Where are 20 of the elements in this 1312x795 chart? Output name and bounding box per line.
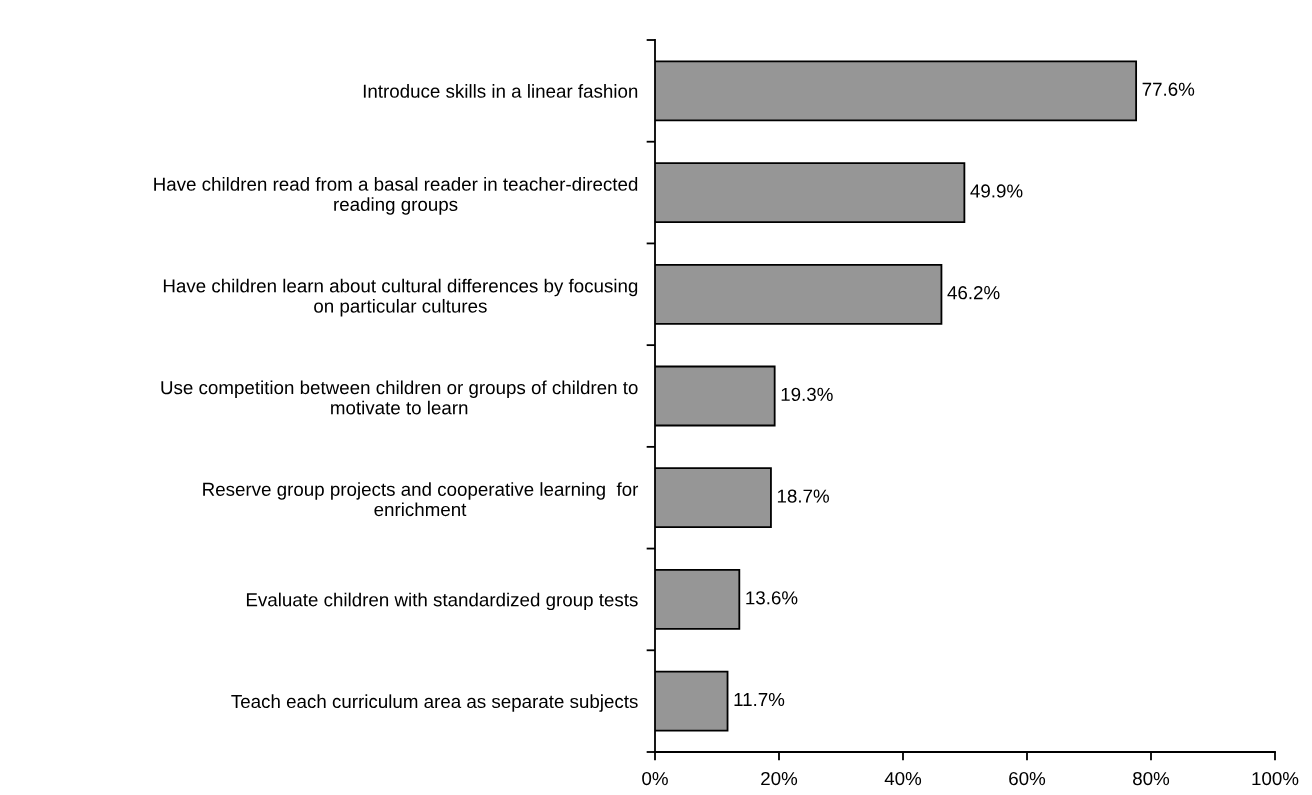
y-tick-label: Introduce skills in a linear fashion [363, 84, 638, 98]
data-label: 77.6% [1142, 82, 1195, 96]
y-tick-label: Evaluate children with standardized group tests [246, 592, 638, 611]
y-tick-label: Reserve group projects and cooperative learning for enrichment [203, 482, 639, 517]
y-tick-label: Use competition between children or groups of children to motivate to learn [161, 380, 638, 415]
y-tick-label: Teach each curriculum area as separate subjects [231, 694, 638, 712]
data-label: 18.7% [777, 489, 829, 503]
y-tick-label: Have children read from a basal reader in teacher-directed reading groups [154, 177, 638, 215]
x-tick-label: 60% [1009, 771, 1046, 786]
data-label: 49.9% [970, 184, 1023, 198]
data-label: 46.2% [947, 286, 1000, 300]
x-tick-label: 20% [761, 771, 798, 786]
data-label: 19.3% [781, 387, 833, 402]
data-label: 13.6% [746, 591, 798, 605]
x-tick-label: 0% [642, 771, 668, 786]
x-tick-label: 40% [884, 771, 922, 786]
y-tick-label: Have children learn about cultural differences by focusing on particular cultures [163, 278, 638, 317]
data-label: 11.7% [734, 692, 785, 707]
x-tick-label: 80% [1133, 771, 1170, 786]
x-tick-label: 100% [1252, 771, 1299, 786]
